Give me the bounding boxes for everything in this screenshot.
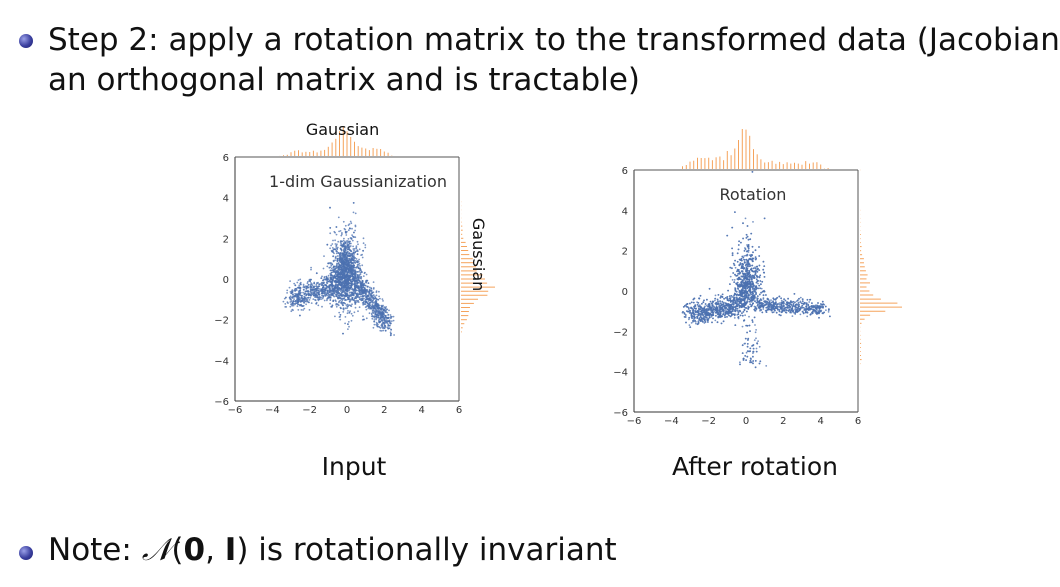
x-tick-label: −2 [701,416,716,427]
x-tick-label: 4 [418,405,424,416]
y-tick-label: −4 [613,368,628,379]
figure-caption-right: After rotation [671,452,838,481]
x-tick-label: 0 [743,416,749,427]
y-tick-label: −2 [214,316,229,327]
right-histogram-label: Gaussian [469,218,488,291]
math-comma: , [205,532,225,568]
y-tick-label: 6 [622,166,628,177]
bullet-marker [19,546,33,560]
y-tick-label: −2 [613,327,628,338]
x-tick-label: 0 [344,405,350,416]
note-suffix: is rotationally invariant [248,532,617,568]
scatter-points [282,202,395,337]
right-plot: −6 −4 −2 0 2 4 6 −6 −4 −2 0 2 4 6 Rotation [613,129,902,427]
y-tick-label: 0 [622,287,628,298]
y-tick-label: 0 [223,275,229,286]
y-tick-label: −4 [214,356,229,367]
figure-caption-left: Input [321,452,387,481]
math-zero-vector: 0 [183,532,206,568]
plot-title: 1-dim Gaussianization [269,172,447,191]
math-close-paren: ) [236,532,249,568]
scatter-points [681,171,831,369]
x-tick-label: 2 [780,416,786,427]
left-plot: −6 −4 −2 0 2 4 6 −6 −4 −2 0 2 4 6 1-dim Gaussianizatio… [214,120,495,416]
math-open-paren: ( [171,532,184,568]
math-identity-matrix: I [224,532,237,568]
x-tick-label: −2 [302,405,317,416]
y-tick-label: 2 [622,247,628,258]
y-tick-label: 4 [223,194,229,205]
note-prefix: Note: [48,532,142,568]
x-tick-label: 6 [456,405,462,416]
x-tick-label: 4 [817,416,823,427]
x-tick-label: −4 [664,416,679,427]
math-normal-symbol: 𝒩 [141,532,172,568]
top-histogram [682,129,829,169]
figure-pair: −6 −4 −2 0 2 4 6 −6 −4 −2 0 2 4 6 1-dim Gaussianizatio… [214,120,902,427]
bullet-marker [19,34,33,48]
bullet-1-line-2: an orthogonal matrix and is tractable) [48,62,640,98]
x-tick-label: −4 [265,405,280,416]
y-tick-label: −6 [214,397,229,408]
x-tick-label: −6 [627,416,642,427]
right-histogram [860,169,902,365]
y-tick-label: 2 [223,234,229,245]
y-tick-label: 6 [223,153,229,164]
y-tick-label: 4 [622,206,628,217]
x-tick-label: 6 [855,416,861,427]
bullet-1-line-1: Step 2: apply a rotation matrix to the t… [48,22,1060,58]
x-tick-label: −6 [228,405,243,416]
right-histogram [461,201,495,333]
top-histogram [279,126,393,156]
x-tick-label: 2 [381,405,387,416]
bullet-2: Note: 𝒩(0, I) is rotationally invariant [48,530,617,570]
plot-title: Rotation [720,185,787,204]
y-tick-label: −6 [613,408,628,419]
top-histogram-label: Gaussian [306,120,379,139]
